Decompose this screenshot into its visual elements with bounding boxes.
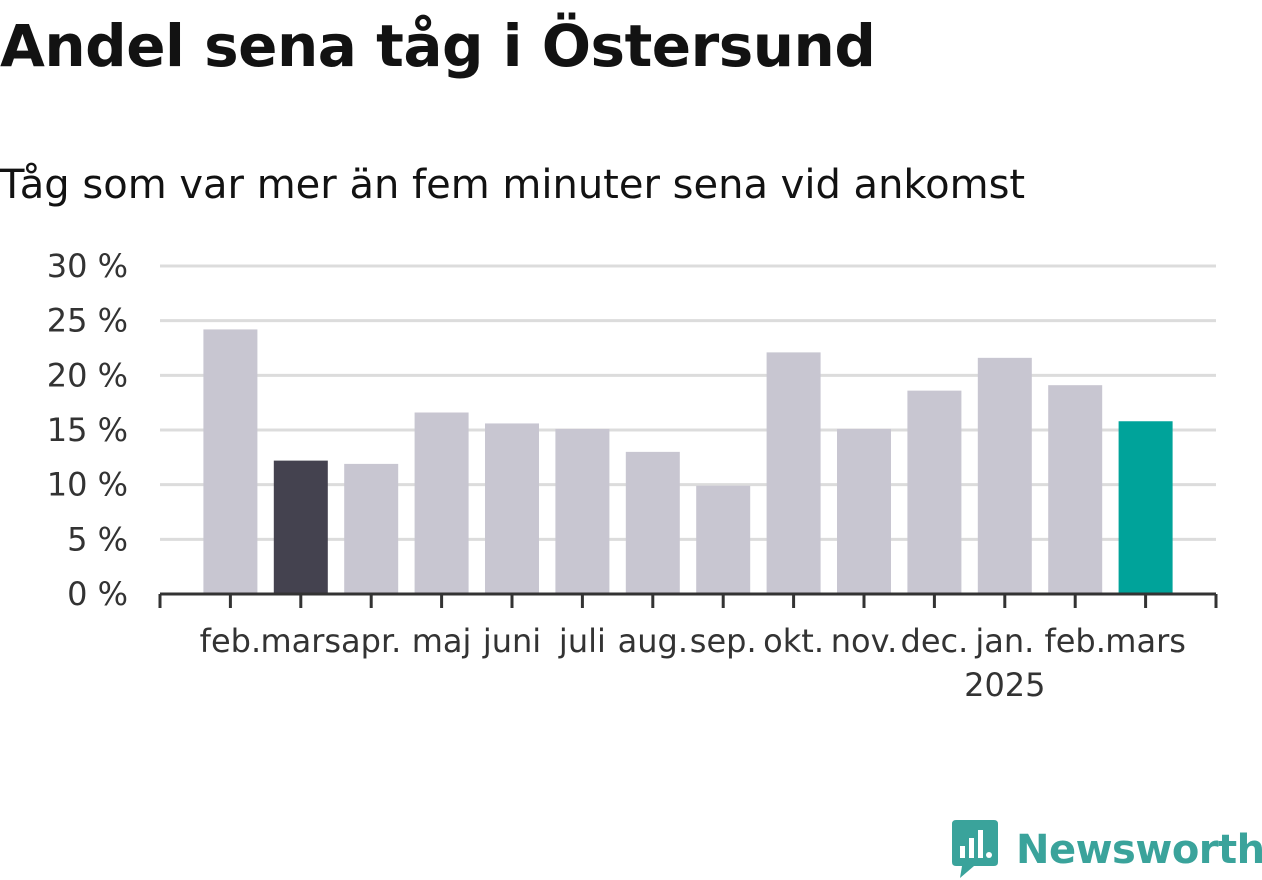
x-tick-label: maj — [412, 622, 472, 660]
chart-subtitle: Tåg som var mer än fem minuter sena vid … — [0, 162, 1026, 208]
bar — [766, 352, 821, 594]
newsworthy-chart-bubble-icon — [952, 820, 998, 878]
chart-title: Andel sena tåg i Östersund — [0, 12, 876, 80]
bar — [1118, 421, 1173, 594]
bar — [625, 451, 680, 594]
x-tick-label: mars — [260, 622, 341, 660]
y-tick-label: 30 % — [47, 247, 128, 285]
x-tick-label: mars — [1105, 622, 1186, 660]
x-tick-label: jan. — [974, 622, 1034, 660]
y-tick-label: 5 % — [67, 520, 128, 558]
y-tick-label: 25 % — [47, 302, 128, 340]
bar — [696, 485, 751, 594]
x-tick-label: nov. — [831, 622, 897, 660]
bar — [414, 412, 469, 594]
bar-chart: 0 %5 %10 %15 %20 %25 %30 %feb. mars apr. ma… — [47, 247, 1218, 704]
x-tick-label: juli — [558, 622, 606, 660]
bar — [837, 428, 891, 594]
bar — [485, 423, 539, 594]
x-tick-label: sep. — [690, 622, 757, 660]
y-tick-label: 0 % — [67, 575, 128, 613]
bar — [907, 390, 962, 594]
x-tick-label: aug. — [618, 622, 688, 660]
x-tick-label: feb. — [1044, 622, 1105, 660]
bar — [344, 463, 399, 594]
bar — [977, 357, 1032, 594]
bar — [1048, 385, 1103, 594]
y-tick-label: 10 % — [47, 466, 128, 504]
x-tick-label: juni — [482, 622, 541, 660]
x-tick-label: apr. — [341, 622, 401, 660]
newsworthy-logo[interactable]: Newsworthy — [950, 820, 1262, 880]
x-tick-label: feb. — [200, 622, 261, 660]
bar — [273, 460, 328, 594]
x-tick-label: okt. — [763, 622, 824, 660]
y-tick-label: 20 % — [47, 356, 128, 394]
x-tick-label: dec. — [901, 622, 969, 660]
logo-text: Newsworthy — [1016, 827, 1262, 873]
y-tick-label: 15 % — [47, 411, 128, 449]
bar — [555, 428, 610, 594]
x-tick-sublabel: 2025 — [964, 666, 1045, 704]
bar — [203, 329, 258, 594]
